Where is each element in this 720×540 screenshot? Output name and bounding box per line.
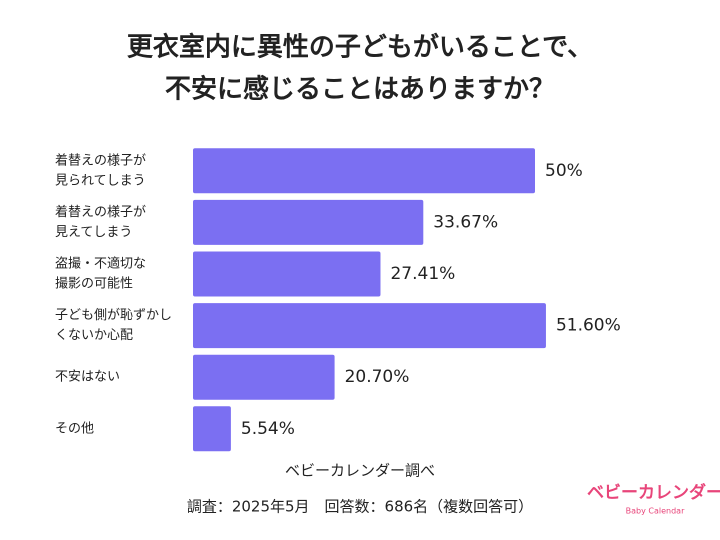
category-label: 見えてしまう [55, 225, 132, 240]
bar [193, 199, 424, 245]
note: 調査：2025年5月 回答数：686名（複数回答可） [187, 498, 533, 516]
value-label: 50% [545, 161, 583, 181]
category-label: 不安はない [55, 370, 120, 385]
chart-title: 不安に感じることはありますか？ [165, 75, 555, 105]
category-label: 盗撮・不適切な [55, 256, 146, 272]
chart-title: 更衣室内に異性の子どもがいることで、 [127, 32, 593, 63]
logo-sub: Baby Calendar [626, 507, 685, 516]
value-label: 33.67% [433, 212, 498, 232]
category-label: 着替えの様子が [55, 152, 146, 168]
logo: ベビーカレンダー [587, 482, 720, 503]
value-label: 5.54% [241, 419, 295, 439]
value-label: 20.70% [345, 367, 410, 387]
category-label: 見られてしまう [55, 173, 146, 188]
bar [193, 148, 535, 194]
category-label: その他 [55, 421, 94, 436]
bar [193, 406, 231, 452]
category-label: 子ども側が恥ずかし [55, 308, 172, 323]
bar [193, 303, 546, 349]
bar [193, 354, 335, 400]
source: ベビーカレンダー調べ [285, 462, 435, 480]
value-label: 27.41% [390, 264, 455, 284]
value-label: 51.60% [556, 316, 621, 336]
category-label: くないか心配 [55, 328, 133, 343]
category-label: 撮影の可能性 [55, 276, 133, 292]
bar [193, 251, 381, 297]
category-label: 着替えの様子が [55, 204, 146, 220]
